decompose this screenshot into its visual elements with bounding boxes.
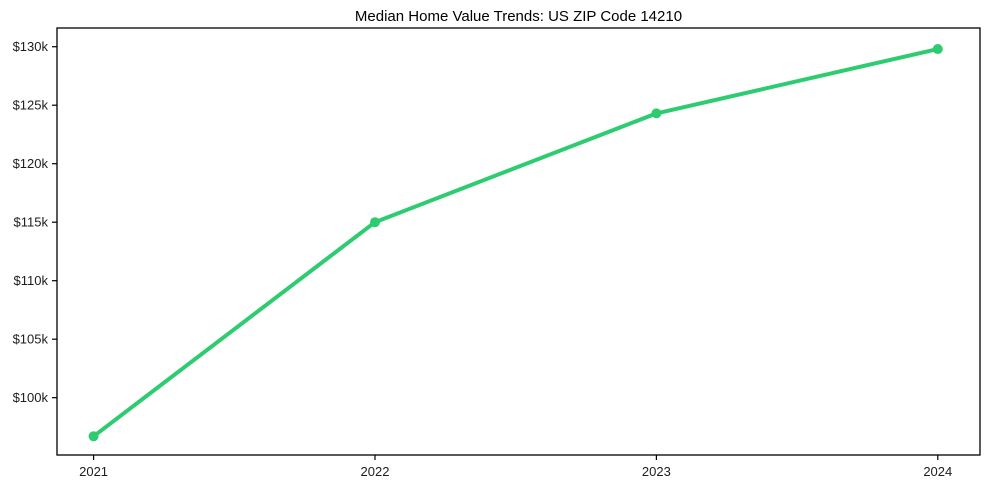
x-tick-label: 2023 — [642, 464, 671, 479]
y-tick-label: $125k — [13, 98, 49, 113]
y-tick-label: $110k — [14, 273, 49, 288]
y-tick-label: $130k — [13, 39, 49, 54]
data-point-2024 — [932, 44, 943, 55]
y-tick-label: $120k — [13, 156, 49, 171]
y-tick-label: $100k — [13, 390, 49, 405]
data-point-2022 — [369, 217, 380, 228]
y-tick-label: $105k — [13, 332, 49, 347]
data-point-2021 — [88, 431, 99, 442]
x-tick-label: 2024 — [923, 464, 952, 479]
x-axis: 2021 2022 2023 2024 — [79, 455, 952, 479]
chart-title: Median Home Value Trends: US ZIP Code 14… — [354, 8, 683, 25]
data-point-2023 — [651, 108, 662, 119]
y-axis: $100k $105k $110k $115k $120k $125k $130k — [13, 39, 57, 405]
x-tick-label: 2022 — [361, 464, 390, 479]
data-series — [88, 44, 943, 442]
x-tick-label: 2021 — [79, 464, 108, 479]
plot-area-border — [56, 27, 981, 456]
series-line — [91, 47, 940, 439]
y-tick-label: $115k — [14, 215, 49, 230]
